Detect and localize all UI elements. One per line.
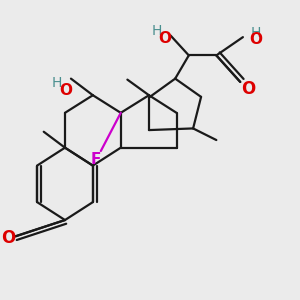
Text: H: H: [251, 26, 261, 40]
Text: O: O: [59, 83, 72, 98]
Text: H: H: [52, 76, 62, 90]
Text: O: O: [1, 229, 15, 247]
Text: O: O: [250, 32, 262, 47]
Text: F: F: [91, 152, 101, 167]
Text: H: H: [152, 24, 162, 38]
Text: O: O: [242, 80, 256, 98]
Text: O: O: [158, 31, 171, 46]
